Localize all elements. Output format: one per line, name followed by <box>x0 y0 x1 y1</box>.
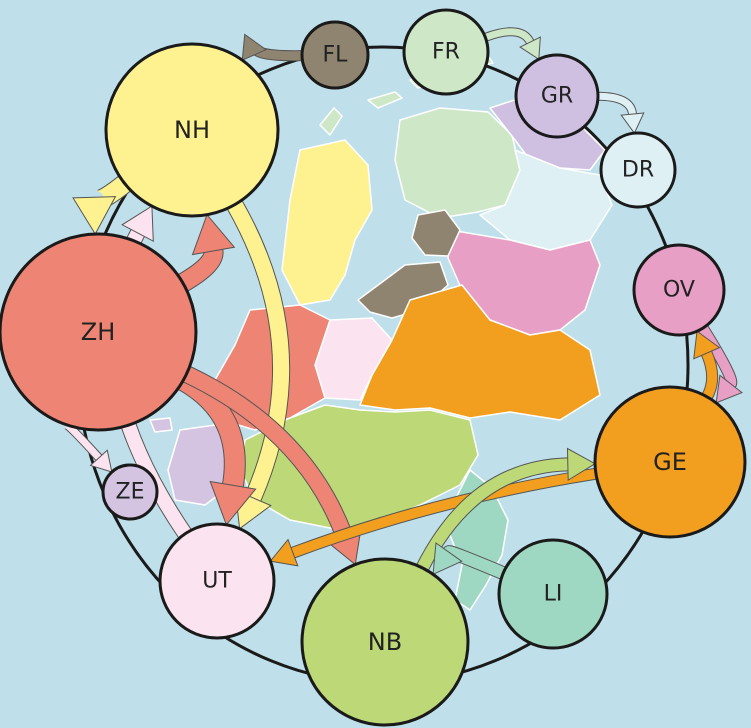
node-circle-dr <box>599 131 677 209</box>
node-circle-ze <box>101 463 159 521</box>
province-ge <box>359 284 601 421</box>
flow-ge-to-ut <box>291 468 597 558</box>
node-gr: GR <box>514 53 600 139</box>
flow-ge-to-ov <box>701 351 718 400</box>
flow-arrowhead-ge-to-ut <box>269 538 299 567</box>
node-li: LI <box>497 538 609 650</box>
province-ov <box>447 229 601 336</box>
flow-arrowhead-ov-to-ge <box>715 374 743 404</box>
flow-arrowhead-zh-to-nh <box>191 213 236 256</box>
node-ov: OV <box>632 243 726 337</box>
node-label-gr: GR <box>541 84 573 109</box>
node-zh: ZH <box>0 232 198 432</box>
node-label-ze: ZE <box>116 480 145 505</box>
flow-arrowhead-fl-to-nh <box>241 33 267 62</box>
flow-arrowhead-li-to-nb <box>432 542 463 576</box>
node-label-ut: UT <box>202 569 232 594</box>
node-ze: ZE <box>101 463 159 521</box>
flow-arrowhead-zh-to-ut <box>209 480 257 526</box>
node-circle-ut <box>158 522 276 640</box>
province-fl <box>357 209 461 319</box>
flow-arrowhead-ge-to-ov <box>693 330 721 360</box>
node-ut: UT <box>158 522 276 640</box>
node-label-li: LI <box>544 582 563 607</box>
node-label-fr: FR <box>432 40 460 65</box>
flow-ov-to-ge <box>698 325 737 388</box>
node-circle-ge <box>593 385 747 539</box>
node-label-nh: NH <box>174 116 210 144</box>
node-circle-fr <box>402 8 490 96</box>
flow-arrowhead-nb-to-ge <box>566 447 597 482</box>
province-nb <box>239 404 479 531</box>
node-circle-nh <box>104 42 280 218</box>
flow-arrowhead-gr-to-dr <box>620 112 645 135</box>
nodes-layer: NH ZH FL FR GR DR OV GE LI NB UT ZE <box>0 8 747 727</box>
node-nb: NB <box>300 557 470 727</box>
flow-arrowhead-fr-to-gr <box>519 36 541 61</box>
node-circle-li <box>497 538 609 650</box>
province-nh <box>281 139 373 306</box>
node-label-ov: OV <box>663 278 695 303</box>
node-label-dr: DR <box>622 158 654 183</box>
node-label-ge: GE <box>653 448 687 476</box>
flow-gr-to-dr <box>597 92 636 115</box>
flow-arrowhead-ut-to-nh <box>121 205 154 243</box>
flow-zh-to-nb <box>183 366 351 537</box>
node-circle-nb <box>300 557 470 727</box>
flow-zh-to-nh <box>178 249 223 291</box>
node-circle-zh <box>0 232 198 432</box>
node-nh: NH <box>104 42 280 218</box>
node-circle-gr <box>514 53 600 139</box>
node-circle-fl <box>300 20 370 90</box>
flow-nh-to-ut <box>227 200 290 502</box>
node-dr: DR <box>599 131 677 209</box>
flow-fr-to-gr <box>484 28 534 44</box>
node-fr: FR <box>402 8 490 96</box>
flow-arrowhead-zh-to-ze <box>89 449 113 473</box>
node-ge: GE <box>593 385 747 539</box>
province-fr <box>394 107 521 219</box>
node-label-zh: ZH <box>81 318 116 346</box>
node-fl: FL <box>300 20 370 90</box>
node-label-fl: FL <box>323 43 349 68</box>
flow-arrowhead-nh-to-zh <box>72 196 117 236</box>
node-circle-ov <box>632 243 726 337</box>
node-label-nb: NB <box>368 628 402 656</box>
